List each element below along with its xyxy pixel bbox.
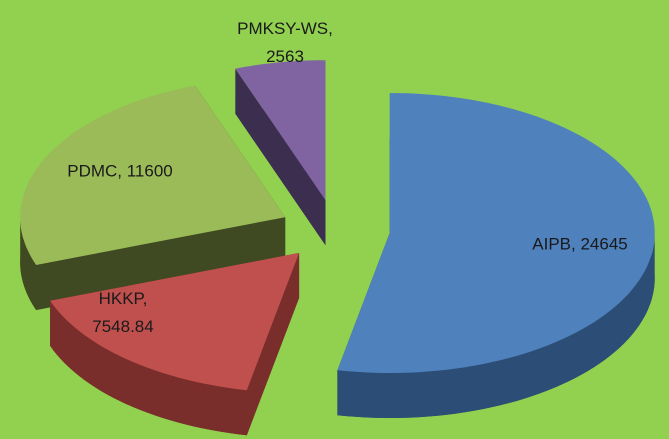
slice: HKKP bbox=[50, 252, 300, 436]
slice-side bbox=[337, 233, 655, 418]
slice-side bbox=[20, 217, 37, 310]
data-label-line: 7548.84 bbox=[92, 317, 153, 336]
slice-top: PDMC bbox=[20, 85, 286, 265]
data-label-line: PMKSY-WS, bbox=[237, 19, 333, 38]
data-labels: AIPB, 24645 HKKP, 7548.84 PDMC, 11600 PMKSY-… bbox=[67, 19, 627, 336]
slice: PMKSY-WS bbox=[235, 60, 326, 246]
pie: PMKSY-WSPDMC AIPB HKKP bbox=[20, 60, 655, 436]
slice-wall bbox=[36, 217, 286, 310]
slice-top: HKKP bbox=[50, 252, 300, 391]
slice-wall bbox=[235, 68, 326, 246]
slice-top: PMKSY-WS bbox=[235, 60, 326, 201]
data-label: AIPB, 24645 bbox=[532, 234, 627, 253]
data-label: PDMC, 11600 bbox=[67, 161, 173, 180]
data-label-line: HKKP, bbox=[99, 289, 148, 308]
data-label: HKKP, 7548.84 bbox=[92, 289, 153, 336]
slice-top: AIPB bbox=[337, 93, 655, 373]
slice: AIPB bbox=[337, 93, 655, 418]
data-label-line: 2563 bbox=[266, 47, 304, 66]
slice: PDMC bbox=[20, 85, 286, 310]
slice-side bbox=[50, 300, 247, 436]
data-label: PMKSY-WS, 2563 bbox=[237, 19, 333, 66]
